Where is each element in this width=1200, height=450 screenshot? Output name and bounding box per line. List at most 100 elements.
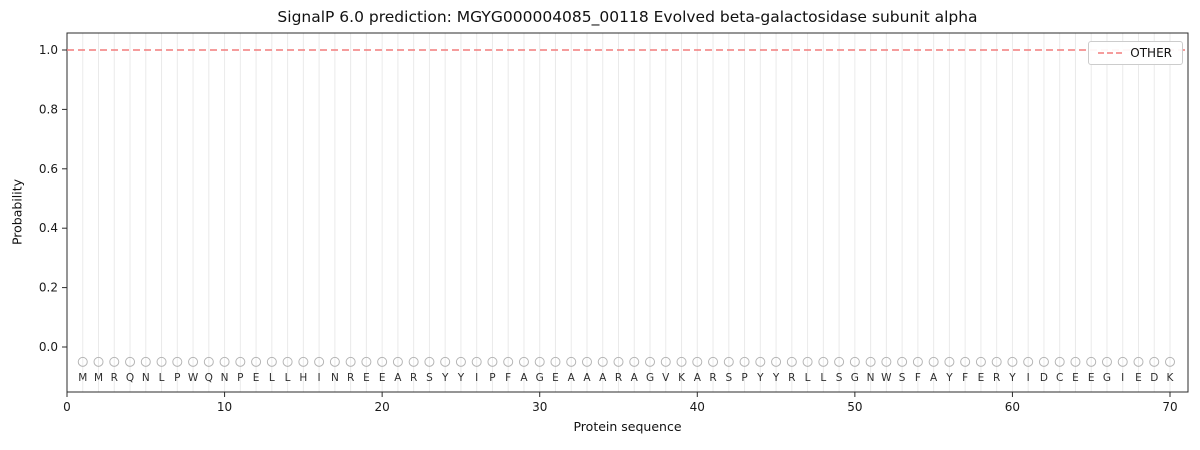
residue-marker — [944, 356, 955, 367]
residue-letter: I — [1027, 372, 1030, 384]
residue-letter: N — [867, 372, 875, 384]
residue-letter: S — [836, 372, 843, 384]
residue-marker — [188, 356, 199, 367]
residue-letter: K — [1167, 372, 1175, 384]
residue-letter: P — [489, 372, 495, 384]
residue-marker — [361, 356, 372, 367]
residue-letter: Y — [756, 372, 764, 384]
residue-marker — [109, 356, 120, 367]
x-tick-label: 70 — [1162, 400, 1177, 414]
x-tick-label: 40 — [690, 400, 705, 414]
residue-marker — [203, 356, 214, 367]
residue-letter: E — [552, 372, 559, 384]
residue-letter: R — [993, 372, 1000, 384]
x-tick-label: 20 — [375, 400, 390, 414]
residue-letter: A — [520, 372, 528, 384]
residue-marker — [392, 356, 403, 367]
residue-marker — [912, 356, 923, 367]
x-tick-label: 30 — [532, 400, 547, 414]
residue-marker — [849, 356, 860, 367]
residue-marker — [424, 356, 435, 367]
residue-letter: A — [599, 372, 607, 384]
residue-marker — [140, 356, 151, 367]
legend-line-other-icon — [1098, 52, 1123, 54]
residue-marker — [1165, 356, 1175, 367]
residue-letter: A — [631, 372, 639, 384]
residue-marker — [298, 356, 309, 367]
residue-marker — [314, 356, 325, 367]
residue-letter: R — [615, 372, 622, 384]
residue-marker — [329, 356, 340, 367]
residue-letter: F — [962, 372, 968, 384]
residue-letter: P — [237, 372, 243, 384]
residue-letter: S — [899, 372, 906, 384]
residue-letter: G — [646, 372, 654, 384]
x-tick-label: 50 — [847, 400, 862, 414]
residue-marker — [156, 356, 167, 367]
x-tick-label: 0 — [63, 400, 71, 414]
residue-marker — [503, 356, 514, 367]
residue-letter: A — [394, 372, 402, 384]
residue-letter: A — [694, 372, 702, 384]
x-tick-label: 10 — [217, 400, 232, 414]
residue-letter: Y — [772, 372, 780, 384]
residue-letter: Q — [126, 372, 134, 384]
residue-letter: E — [1135, 372, 1142, 384]
residue-marker — [960, 356, 971, 367]
y-tick-label: 1.0 — [39, 43, 58, 57]
residue-marker — [613, 356, 624, 367]
residue-letter: G — [1103, 372, 1111, 384]
residue-marker — [1117, 356, 1128, 367]
residue-marker — [660, 356, 671, 367]
residue-marker — [708, 356, 719, 367]
residue-marker — [629, 356, 640, 367]
residue-letter: A — [583, 372, 591, 384]
residue-marker — [282, 356, 293, 367]
residue-marker — [1007, 356, 1018, 367]
plot-border — [66, 32, 1189, 393]
residue-marker — [991, 356, 1002, 367]
residue-letter: D — [1150, 372, 1158, 384]
residue-letter: R — [111, 372, 118, 384]
residue-letter: L — [159, 372, 165, 384]
residue-marker — [818, 356, 829, 367]
residue-marker — [534, 356, 545, 367]
residue-letter: I — [1121, 372, 1124, 384]
residue-marker — [1038, 356, 1049, 367]
residue-letter: K — [678, 372, 686, 384]
residue-marker — [581, 356, 592, 367]
residue-letter: E — [1088, 372, 1095, 384]
residue-marker — [345, 356, 356, 367]
residue-marker — [645, 356, 656, 367]
residue-marker — [802, 356, 813, 367]
residue-marker — [881, 356, 892, 367]
residue-letter: N — [331, 372, 339, 384]
residue-marker — [125, 356, 136, 367]
residue-marker — [597, 356, 608, 367]
residue-letter: A — [930, 372, 938, 384]
residue-letter: R — [347, 372, 354, 384]
residue-marker — [219, 356, 230, 367]
residue-letter: F — [505, 372, 511, 384]
residue-letter: S — [725, 372, 732, 384]
residue-letter: N — [221, 372, 229, 384]
residue-letter: Q — [205, 372, 213, 384]
residue-letter: S — [426, 372, 433, 384]
residue-marker — [975, 356, 986, 367]
residue-letter: R — [788, 372, 795, 384]
residue-marker — [377, 356, 388, 367]
residue-marker — [897, 356, 908, 367]
residue-marker — [692, 356, 703, 367]
residue-letter: I — [318, 372, 321, 384]
x-tick-label: 60 — [1005, 400, 1020, 414]
residue-letter: G — [851, 372, 859, 384]
y-tick-label: 0.4 — [39, 221, 58, 235]
residue-marker — [928, 356, 939, 367]
residue-letter: V — [662, 372, 670, 384]
residue-letter: E — [379, 372, 386, 384]
residue-letter: L — [820, 372, 826, 384]
residue-marker — [1133, 356, 1144, 367]
residue-letter: G — [536, 372, 544, 384]
residue-letter: D — [1040, 372, 1048, 384]
y-tick-label: 0.0 — [39, 340, 58, 354]
